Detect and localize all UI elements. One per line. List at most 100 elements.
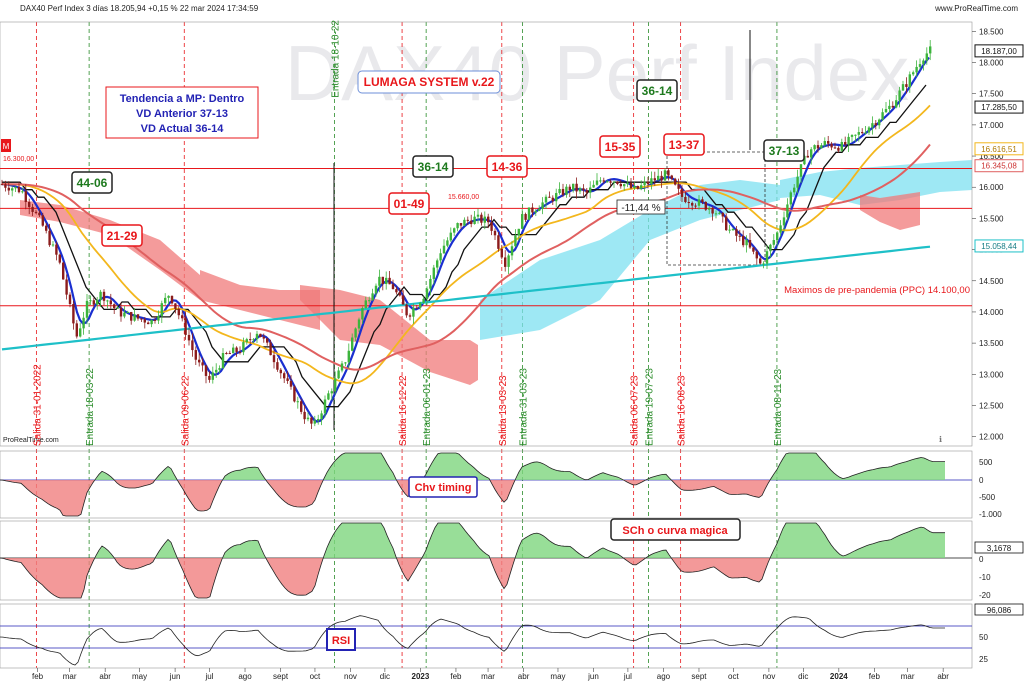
candle-body	[473, 216, 476, 225]
candle-body	[351, 337, 354, 351]
count-label: 01-49	[394, 197, 425, 211]
info-current: VD Actual 36-14	[141, 123, 225, 135]
candle-body	[143, 319, 146, 323]
candle-body	[626, 182, 629, 185]
candle-body	[432, 267, 435, 279]
candle-body	[51, 244, 55, 246]
candle-body	[582, 188, 585, 191]
x-tick-label: may	[132, 672, 147, 681]
candle-body	[578, 188, 582, 192]
x-tick-label: abr	[99, 672, 111, 681]
candle-body	[694, 205, 697, 207]
kijun-line	[2, 84, 927, 408]
candle-body	[504, 257, 507, 267]
source-link[interactable]: www.ProRealTime.com	[934, 4, 1018, 13]
candle-body	[864, 132, 867, 134]
candle-body	[490, 222, 493, 231]
candle-body	[725, 216, 728, 231]
candle-body	[463, 219, 466, 226]
candle-body	[731, 229, 735, 231]
candle-body	[531, 207, 534, 213]
count-label: 44-06	[77, 176, 108, 190]
candle-body	[215, 369, 218, 373]
count-box	[71, 171, 113, 194]
candle-body	[901, 84, 905, 91]
signal-label: Salida 31-01-2022	[32, 364, 43, 446]
candle-body	[558, 188, 561, 194]
candle-body	[874, 123, 877, 126]
candle-body	[62, 262, 65, 280]
info-icon[interactable]: ℹ	[939, 435, 942, 444]
candle-body	[643, 181, 646, 186]
chv-tick: -1.000	[979, 510, 1002, 519]
candle-body	[368, 300, 371, 302]
candle-body	[361, 308, 364, 320]
candle-body	[323, 399, 327, 414]
candle-body	[45, 225, 48, 231]
signal-label: Entrada 18-03-22	[85, 368, 96, 446]
x-tick-label: sept	[691, 672, 707, 681]
candle-body	[595, 180, 599, 185]
candle-body	[575, 183, 578, 192]
candle-body	[130, 312, 133, 321]
candle-body	[585, 190, 588, 193]
candle-body	[663, 170, 667, 181]
candle-body	[412, 307, 415, 317]
candle-body	[174, 303, 177, 309]
x-tick-label: feb	[32, 672, 44, 681]
candle-body	[755, 251, 758, 259]
candle-body	[313, 420, 316, 424]
sch-tick: -10	[979, 573, 991, 582]
candle-body	[85, 300, 89, 318]
candle-body	[160, 303, 163, 317]
candle-body	[670, 175, 673, 179]
x-tick-label: 2023	[412, 672, 430, 681]
candle-body	[187, 334, 191, 341]
count-box	[636, 79, 678, 102]
candle-body	[364, 300, 367, 309]
candle-body	[527, 207, 531, 220]
candle-body	[133, 314, 136, 321]
candle-body	[888, 105, 891, 110]
candle-body	[449, 232, 452, 241]
candle-body	[653, 178, 656, 181]
candle-body	[385, 277, 388, 284]
candle-body	[456, 223, 459, 229]
candle-body	[269, 342, 272, 356]
x-tick-label: may	[550, 672, 565, 681]
price-tag-box	[974, 159, 1024, 173]
candle-body	[466, 219, 469, 221]
candle-body	[296, 401, 299, 403]
candle-body	[177, 308, 180, 316]
y-tick-label: 14.000	[979, 308, 1004, 317]
candle-body	[415, 307, 418, 309]
count-label: 14-36	[492, 160, 523, 174]
ma-orange	[1, 104, 931, 385]
count-box	[412, 155, 454, 178]
candle-body	[912, 72, 915, 75]
candle-body	[623, 184, 626, 187]
candle-body	[425, 288, 429, 299]
hline-15660-label: 15.660,00	[448, 194, 479, 201]
candle-body	[619, 183, 622, 187]
count-label: 21-29	[107, 229, 138, 243]
candle-body	[514, 235, 517, 247]
candle-body	[776, 232, 779, 241]
candle-body	[918, 64, 922, 67]
signal-label: Salida 16-08-23	[677, 375, 688, 446]
sch-label: SCh o curva magica	[622, 525, 728, 537]
ma-salmon	[2, 143, 931, 371]
candle-body	[289, 380, 293, 387]
candle-body	[164, 297, 167, 304]
candle-body	[561, 188, 565, 195]
candle-body	[568, 186, 571, 191]
candle-body	[857, 132, 860, 135]
candle-body	[34, 211, 38, 213]
candle-body	[844, 142, 847, 145]
candle-body	[31, 206, 34, 212]
hline-16300-label: 16.300,00	[3, 156, 34, 163]
signal-label: Salida 16-12-22	[398, 375, 409, 446]
candle-body	[551, 197, 554, 202]
candle-body	[629, 182, 633, 189]
